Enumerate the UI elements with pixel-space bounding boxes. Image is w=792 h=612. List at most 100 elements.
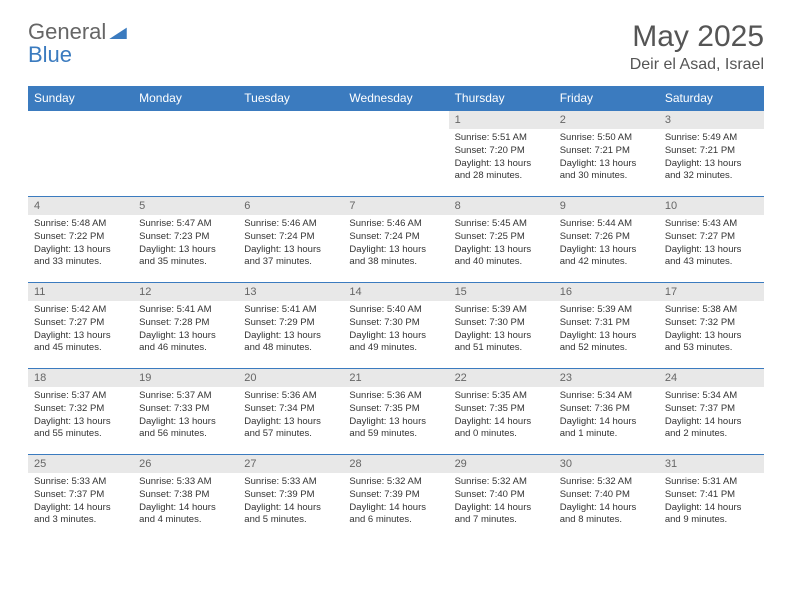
day-number: 28 xyxy=(343,455,448,473)
day-details: Sunrise: 5:32 AMSunset: 7:39 PMDaylight:… xyxy=(343,473,448,531)
day-number: 13 xyxy=(238,283,343,301)
calendar-row: 25Sunrise: 5:33 AMSunset: 7:37 PMDayligh… xyxy=(28,455,764,541)
day-details: Sunrise: 5:43 AMSunset: 7:27 PMDaylight:… xyxy=(659,215,764,273)
calendar-cell: 5Sunrise: 5:47 AMSunset: 7:23 PMDaylight… xyxy=(133,197,238,283)
calendar-cell: 10Sunrise: 5:43 AMSunset: 7:27 PMDayligh… xyxy=(659,197,764,283)
day-number: 21 xyxy=(343,369,448,387)
logo-text-general: General xyxy=(28,19,106,44)
day-details: Sunrise: 5:47 AMSunset: 7:23 PMDaylight:… xyxy=(133,215,238,273)
day-details: Sunrise: 5:32 AMSunset: 7:40 PMDaylight:… xyxy=(554,473,659,531)
day-details: Sunrise: 5:40 AMSunset: 7:30 PMDaylight:… xyxy=(343,301,448,359)
day-details: Sunrise: 5:41 AMSunset: 7:29 PMDaylight:… xyxy=(238,301,343,359)
calendar-cell: 11Sunrise: 5:42 AMSunset: 7:27 PMDayligh… xyxy=(28,283,133,369)
calendar-cell xyxy=(28,111,133,197)
day-number: 7 xyxy=(343,197,448,215)
day-details: Sunrise: 5:37 AMSunset: 7:32 PMDaylight:… xyxy=(28,387,133,445)
day-number: 9 xyxy=(554,197,659,215)
day-header-row: SundayMondayTuesdayWednesdayThursdayFrid… xyxy=(28,86,764,111)
day-number: 10 xyxy=(659,197,764,215)
calendar-cell: 24Sunrise: 5:34 AMSunset: 7:37 PMDayligh… xyxy=(659,369,764,455)
day-number: 18 xyxy=(28,369,133,387)
day-header: Friday xyxy=(554,86,659,111)
day-details: Sunrise: 5:51 AMSunset: 7:20 PMDaylight:… xyxy=(449,129,554,187)
calendar-cell: 20Sunrise: 5:36 AMSunset: 7:34 PMDayligh… xyxy=(238,369,343,455)
calendar-cell: 4Sunrise: 5:48 AMSunset: 7:22 PMDaylight… xyxy=(28,197,133,283)
day-number: 6 xyxy=(238,197,343,215)
day-number: 20 xyxy=(238,369,343,387)
day-details: Sunrise: 5:32 AMSunset: 7:40 PMDaylight:… xyxy=(449,473,554,531)
day-number: 27 xyxy=(238,455,343,473)
day-details: Sunrise: 5:33 AMSunset: 7:39 PMDaylight:… xyxy=(238,473,343,531)
day-number: 16 xyxy=(554,283,659,301)
day-number: 26 xyxy=(133,455,238,473)
logo-text-blue: Blue xyxy=(28,42,72,67)
calendar-cell: 18Sunrise: 5:37 AMSunset: 7:32 PMDayligh… xyxy=(28,369,133,455)
calendar-cell: 31Sunrise: 5:31 AMSunset: 7:41 PMDayligh… xyxy=(659,455,764,541)
day-number: 24 xyxy=(659,369,764,387)
calendar-row: 18Sunrise: 5:37 AMSunset: 7:32 PMDayligh… xyxy=(28,369,764,455)
day-number: 11 xyxy=(28,283,133,301)
day-number: 2 xyxy=(554,111,659,129)
day-number: 29 xyxy=(449,455,554,473)
day-details: Sunrise: 5:49 AMSunset: 7:21 PMDaylight:… xyxy=(659,129,764,187)
day-number: 23 xyxy=(554,369,659,387)
day-number: 22 xyxy=(449,369,554,387)
calendar-cell: 13Sunrise: 5:41 AMSunset: 7:29 PMDayligh… xyxy=(238,283,343,369)
day-details: Sunrise: 5:50 AMSunset: 7:21 PMDaylight:… xyxy=(554,129,659,187)
calendar-cell: 26Sunrise: 5:33 AMSunset: 7:38 PMDayligh… xyxy=(133,455,238,541)
day-number: 25 xyxy=(28,455,133,473)
day-details: Sunrise: 5:31 AMSunset: 7:41 PMDaylight:… xyxy=(659,473,764,531)
title-block: May 2025 Deir el Asad, Israel xyxy=(630,20,764,74)
calendar-cell: 8Sunrise: 5:45 AMSunset: 7:25 PMDaylight… xyxy=(449,197,554,283)
calendar-row: 4Sunrise: 5:48 AMSunset: 7:22 PMDaylight… xyxy=(28,197,764,283)
day-number: 15 xyxy=(449,283,554,301)
day-details: Sunrise: 5:33 AMSunset: 7:38 PMDaylight:… xyxy=(133,473,238,531)
day-header: Wednesday xyxy=(343,86,448,111)
day-header: Saturday xyxy=(659,86,764,111)
day-header: Monday xyxy=(133,86,238,111)
day-header: Thursday xyxy=(449,86,554,111)
calendar-cell: 27Sunrise: 5:33 AMSunset: 7:39 PMDayligh… xyxy=(238,455,343,541)
calendar-cell xyxy=(238,111,343,197)
location-label: Deir el Asad, Israel xyxy=(630,56,764,74)
calendar-cell: 16Sunrise: 5:39 AMSunset: 7:31 PMDayligh… xyxy=(554,283,659,369)
day-details: Sunrise: 5:46 AMSunset: 7:24 PMDaylight:… xyxy=(238,215,343,273)
day-number: 19 xyxy=(133,369,238,387)
day-details: Sunrise: 5:39 AMSunset: 7:31 PMDaylight:… xyxy=(554,301,659,359)
day-number: 4 xyxy=(28,197,133,215)
calendar-cell: 6Sunrise: 5:46 AMSunset: 7:24 PMDaylight… xyxy=(238,197,343,283)
calendar-cell: 30Sunrise: 5:32 AMSunset: 7:40 PMDayligh… xyxy=(554,455,659,541)
day-number: 12 xyxy=(133,283,238,301)
day-number: 1 xyxy=(449,111,554,129)
calendar-cell: 7Sunrise: 5:46 AMSunset: 7:24 PMDaylight… xyxy=(343,197,448,283)
header: GeneralBlue May 2025 Deir el Asad, Israe… xyxy=(28,20,764,74)
day-details: Sunrise: 5:39 AMSunset: 7:30 PMDaylight:… xyxy=(449,301,554,359)
calendar-table: SundayMondayTuesdayWednesdayThursdayFrid… xyxy=(28,86,764,541)
day-number: 17 xyxy=(659,283,764,301)
calendar-cell: 1Sunrise: 5:51 AMSunset: 7:20 PMDaylight… xyxy=(449,111,554,197)
day-number: 5 xyxy=(133,197,238,215)
calendar-row: 11Sunrise: 5:42 AMSunset: 7:27 PMDayligh… xyxy=(28,283,764,369)
calendar-cell: 17Sunrise: 5:38 AMSunset: 7:32 PMDayligh… xyxy=(659,283,764,369)
day-details: Sunrise: 5:36 AMSunset: 7:34 PMDaylight:… xyxy=(238,387,343,445)
calendar-row: 1Sunrise: 5:51 AMSunset: 7:20 PMDaylight… xyxy=(28,111,764,197)
calendar-cell xyxy=(343,111,448,197)
calendar-cell: 28Sunrise: 5:32 AMSunset: 7:39 PMDayligh… xyxy=(343,455,448,541)
day-number: 14 xyxy=(343,283,448,301)
day-details: Sunrise: 5:36 AMSunset: 7:35 PMDaylight:… xyxy=(343,387,448,445)
day-details: Sunrise: 5:42 AMSunset: 7:27 PMDaylight:… xyxy=(28,301,133,359)
calendar-cell: 19Sunrise: 5:37 AMSunset: 7:33 PMDayligh… xyxy=(133,369,238,455)
day-details: Sunrise: 5:48 AMSunset: 7:22 PMDaylight:… xyxy=(28,215,133,273)
day-number: 3 xyxy=(659,111,764,129)
calendar-body: 1Sunrise: 5:51 AMSunset: 7:20 PMDaylight… xyxy=(28,111,764,541)
calendar-cell: 22Sunrise: 5:35 AMSunset: 7:35 PMDayligh… xyxy=(449,369,554,455)
day-details: Sunrise: 5:34 AMSunset: 7:36 PMDaylight:… xyxy=(554,387,659,445)
calendar-cell: 21Sunrise: 5:36 AMSunset: 7:35 PMDayligh… xyxy=(343,369,448,455)
day-header: Tuesday xyxy=(238,86,343,111)
calendar-cell: 3Sunrise: 5:49 AMSunset: 7:21 PMDaylight… xyxy=(659,111,764,197)
logo: GeneralBlue xyxy=(28,20,127,66)
day-details: Sunrise: 5:34 AMSunset: 7:37 PMDaylight:… xyxy=(659,387,764,445)
calendar-cell: 29Sunrise: 5:32 AMSunset: 7:40 PMDayligh… xyxy=(449,455,554,541)
logo-icon xyxy=(109,20,127,43)
calendar-cell: 9Sunrise: 5:44 AMSunset: 7:26 PMDaylight… xyxy=(554,197,659,283)
